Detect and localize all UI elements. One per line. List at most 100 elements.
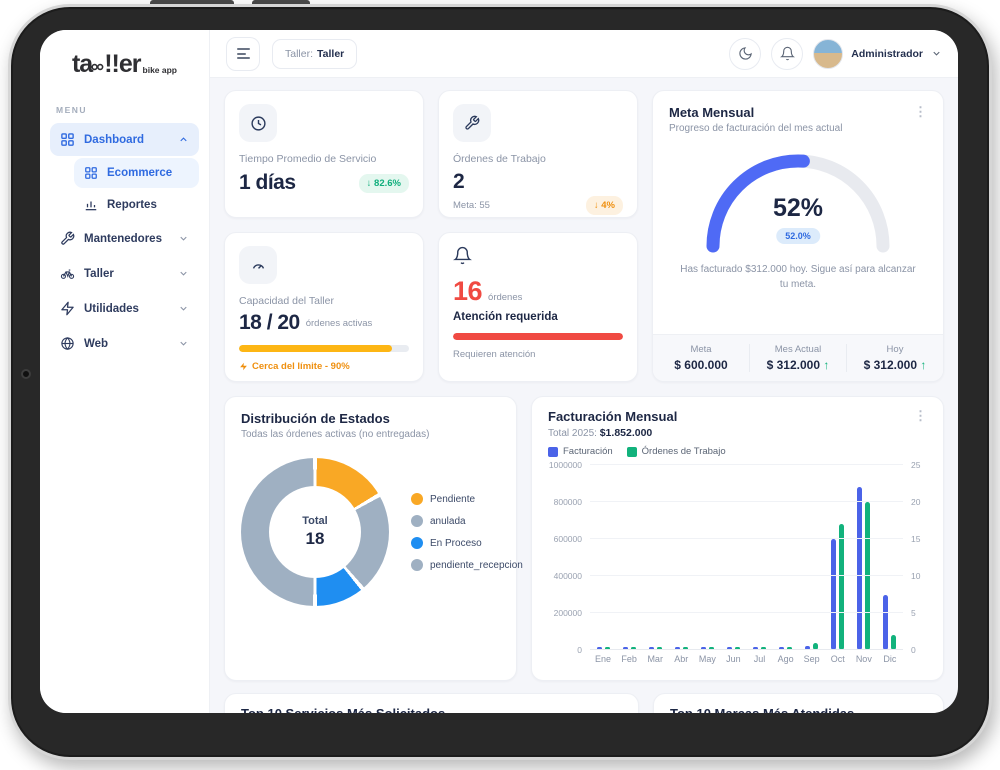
gridline [590,464,903,465]
sidebar-item-ecommerce[interactable]: Ecommerce [74,158,199,188]
card-top-servicios: Top 10 Servicios Más Solicitados [224,693,639,713]
axis-tick: 5 [911,608,916,618]
month-label: Ene [595,654,612,664]
bell-icon [453,246,472,265]
monthly-billing-chart: 0 200000 400000 600000 800000 1000000 0 5 10 15 2… [548,460,927,655]
sidebar-item-label: Dashboard [84,133,145,146]
sidebar-item-reportes[interactable]: Reportes [74,190,199,220]
gridline [590,612,903,613]
bar-group [642,465,668,650]
attention-title: Atención requerida [453,311,558,323]
legend-item[interactable]: Órdenes de Trabajo [626,446,726,457]
brand-subtitle: bike app [142,65,177,75]
chip-key: Taller: [285,47,314,60]
bar [779,647,785,650]
attention-progress-fill [453,333,623,340]
sidebar-dashboard-submenu: Ecommerce Reportes [74,158,199,220]
up-arrow-icon: ↑ [920,358,927,372]
kpi-title: Tiempo Promedio de Servicio [239,153,377,165]
axis-tick: 20 [911,497,921,507]
attention-count: 16 [453,276,483,306]
bar-group [877,465,903,650]
notifications-button[interactable] [771,37,804,70]
sidebar-item-label: Reportes [107,199,157,211]
chevron-down-icon [180,271,187,276]
grid-icon [61,133,74,146]
moon-icon [739,47,752,60]
taller-selector-chip[interactable]: Taller: Taller [272,38,358,69]
globe-icon [61,337,74,350]
bar-group [825,465,851,650]
tablet-frame: ta !! er bike app MENU Dashboard [8,4,992,760]
bar-group [668,465,694,650]
bar [753,647,758,650]
sidebar-item-dashboard[interactable]: Dashboard [50,123,199,156]
chevron-up-icon [180,137,187,142]
bell-icon [779,46,795,61]
axis-tick: 0 [577,645,582,655]
app-window: ta !! er bike app MENU Dashboard [40,30,958,713]
goal-stats-footer: Meta $ 600.000 Mes Actual $ 312.000 ↑ Ho [653,334,943,381]
legend-dot [411,537,423,549]
card-title: Top 10 Servicios Más Solicitados [241,706,622,713]
capacity-warning: Cerca del límite - 90% [239,361,409,372]
bar-group [851,465,877,650]
month-label: May [698,654,716,664]
bar [726,647,732,650]
month-label: Nov [855,654,872,664]
card-tiempo-promedio: Tiempo Promedio de Servicio 1 días ↓ 82.… [224,90,424,218]
bar [865,502,871,650]
legend-item[interactable]: Facturación [548,446,613,457]
menu-section-label: MENU [56,105,88,115]
axis-tick: 25 [911,460,921,470]
bars [590,465,903,650]
month-label: Dic [883,654,897,664]
user-menu[interactable]: Administrador [813,38,942,69]
goal-stat-hoy: Hoy $ 312.000 ↑ [846,344,943,372]
month-label: Jun [726,654,741,664]
kpi-row: Tiempo Promedio de Servicio 1 días ↓ 82.… [224,90,944,382]
kebab-menu-icon[interactable]: ⋮ [914,104,927,119]
attention-note: Requieren atención [453,349,536,360]
sidebar-item-taller[interactable]: Taller [50,257,199,290]
attention-progress-track [453,333,623,340]
legend-item[interactable]: anulada [411,515,523,527]
charts-row: Distribución de Estados Todas las órdene… [224,396,944,681]
bar-group [590,465,616,650]
bar [883,594,889,650]
month-label: Sep [803,654,820,664]
chevron-down-icon [180,306,187,311]
sidebar-item-label: Web [84,337,109,350]
brand-text-left: ta [71,50,93,78]
attention-unit: órdenes [488,292,523,303]
bar [813,642,819,650]
brand-logo[interactable]: ta !! er bike app [50,50,199,79]
bar-group [616,465,642,650]
goal-message: Has facturado $312.000 hoy. Sigue así pa… [680,264,916,290]
kebab-menu-icon[interactable]: ⋮ [914,408,927,423]
sidebar-toggle-button[interactable] [226,36,260,71]
bar [630,647,636,650]
legend-item[interactable]: En Proceso [411,537,523,549]
capacity-warning-text: Cerca del límite - 90% [252,361,350,372]
legend-swatch [626,446,637,457]
wrench-icon [453,104,491,142]
axis-tick: 800000 [553,497,582,507]
gridline [590,575,903,576]
dark-mode-button[interactable] [729,37,762,70]
legend-item[interactable]: pendiente_recepcion [411,559,523,571]
sidebar-item-mantenedores[interactable]: Mantenedores [50,222,199,255]
chevron-down-icon [933,51,940,56]
left-axis: 0 200000 400000 600000 800000 1000000 [548,460,590,655]
axis-tick: 200000 [553,608,582,618]
sidebar-item-utilidades[interactable]: Utilidades [50,292,199,325]
axis-tick: 400000 [553,571,582,581]
card-capacidad: Capacidad del Taller 18 / 20 órdenes act… [224,232,424,382]
gridline [590,649,903,650]
legend-item[interactable]: Pendiente [411,493,523,505]
month-label: Abr [674,654,689,664]
sidebar-item-web[interactable]: Web [50,327,199,360]
topbar-right: Administrador [729,37,942,70]
chevron-down-icon [180,341,187,346]
